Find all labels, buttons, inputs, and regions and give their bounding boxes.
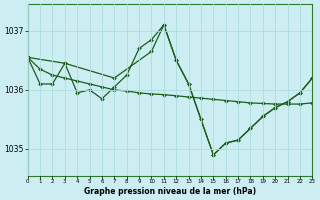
X-axis label: Graphe pression niveau de la mer (hPa): Graphe pression niveau de la mer (hPa) <box>84 187 256 196</box>
